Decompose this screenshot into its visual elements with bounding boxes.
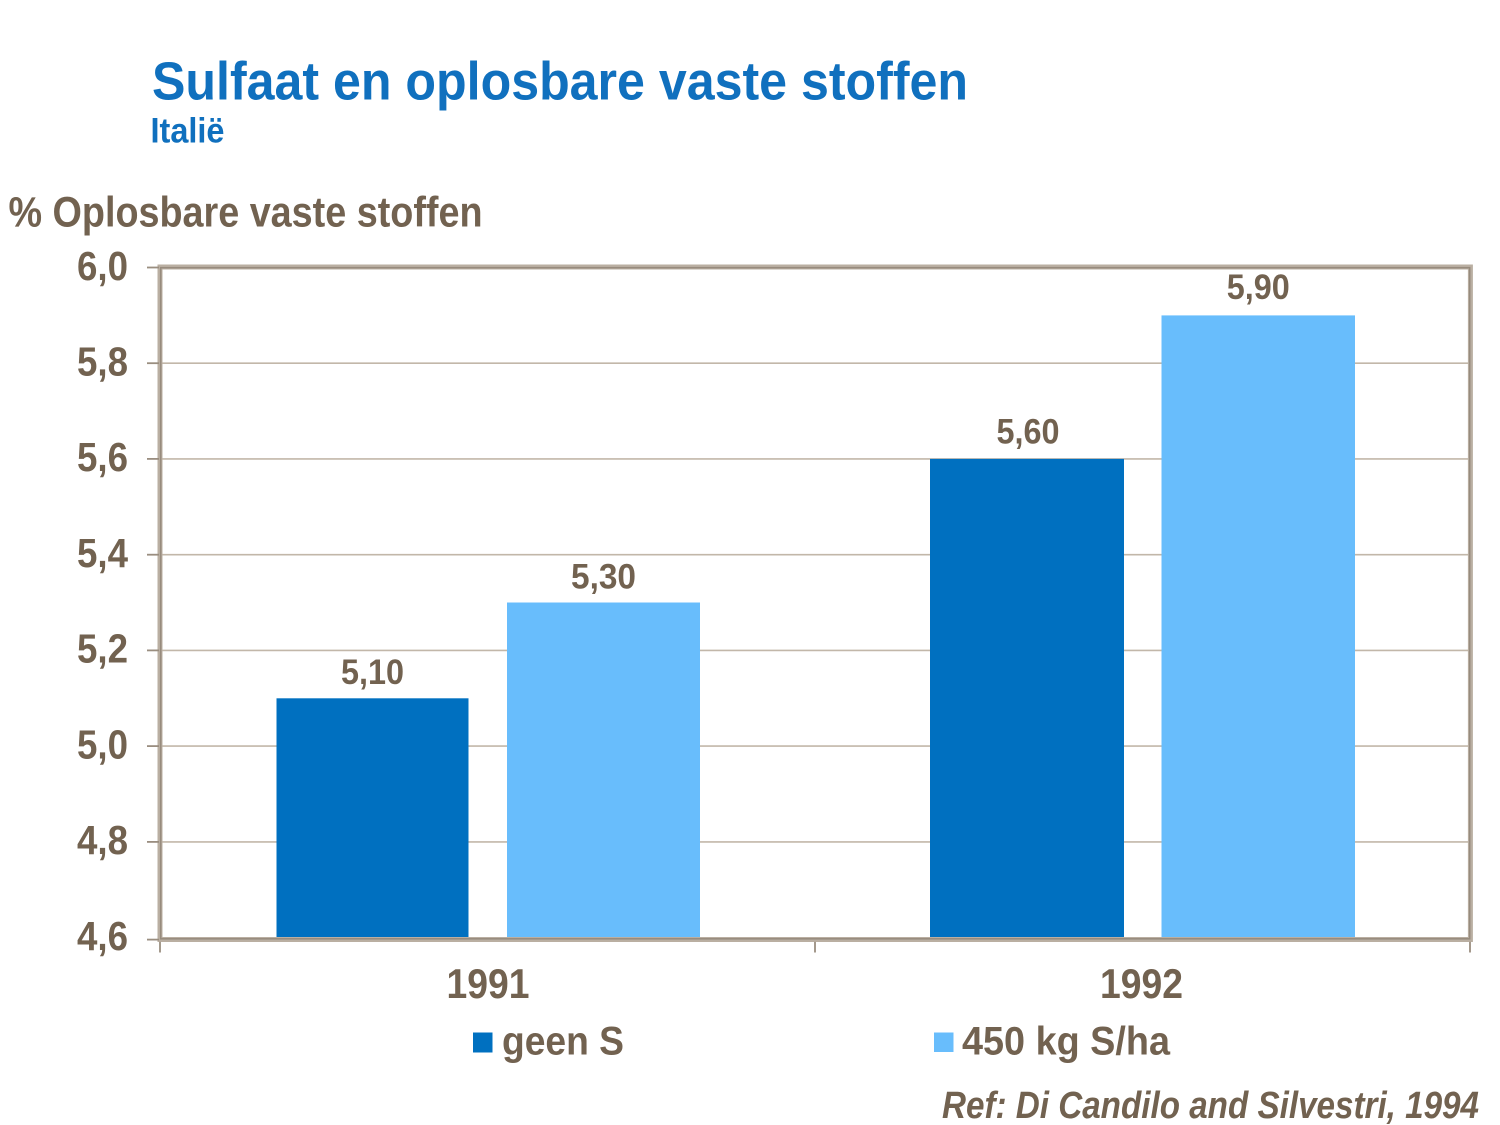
- svg-text:% Oplosbare vaste stoffen: % Oplosbare vaste stoffen: [9, 190, 483, 237]
- svg-text:1992: 1992: [1100, 960, 1183, 1007]
- svg-text:450 kg S/ha: 450 kg S/ha: [962, 1019, 1171, 1063]
- svg-text:6,0: 6,0: [77, 243, 128, 289]
- svg-text:5,10: 5,10: [341, 653, 404, 692]
- svg-text:Sulfaat en oplosbare vaste sto: Sulfaat en oplosbare vaste stoffen: [152, 52, 968, 112]
- svg-text:5,0: 5,0: [77, 721, 128, 767]
- svg-text:geen S: geen S: [502, 1019, 624, 1063]
- svg-text:5,6: 5,6: [77, 434, 128, 480]
- svg-text:4,8: 4,8: [77, 817, 128, 863]
- svg-text:Italië: Italië: [151, 111, 225, 151]
- svg-text:5,30: 5,30: [571, 557, 636, 596]
- svg-text:5,60: 5,60: [997, 412, 1060, 451]
- svg-text:5,2: 5,2: [77, 626, 128, 672]
- svg-text:5,8: 5,8: [77, 339, 128, 385]
- svg-text:5,90: 5,90: [1227, 268, 1290, 307]
- svg-text:Ref: Di Candilo and Silvestri,: Ref: Di Candilo and Silvestri, 1994: [942, 1085, 1479, 1125]
- svg-text:1991: 1991: [447, 960, 530, 1007]
- svg-text:5,4: 5,4: [77, 530, 128, 576]
- svg-text:4,6: 4,6: [77, 913, 128, 959]
